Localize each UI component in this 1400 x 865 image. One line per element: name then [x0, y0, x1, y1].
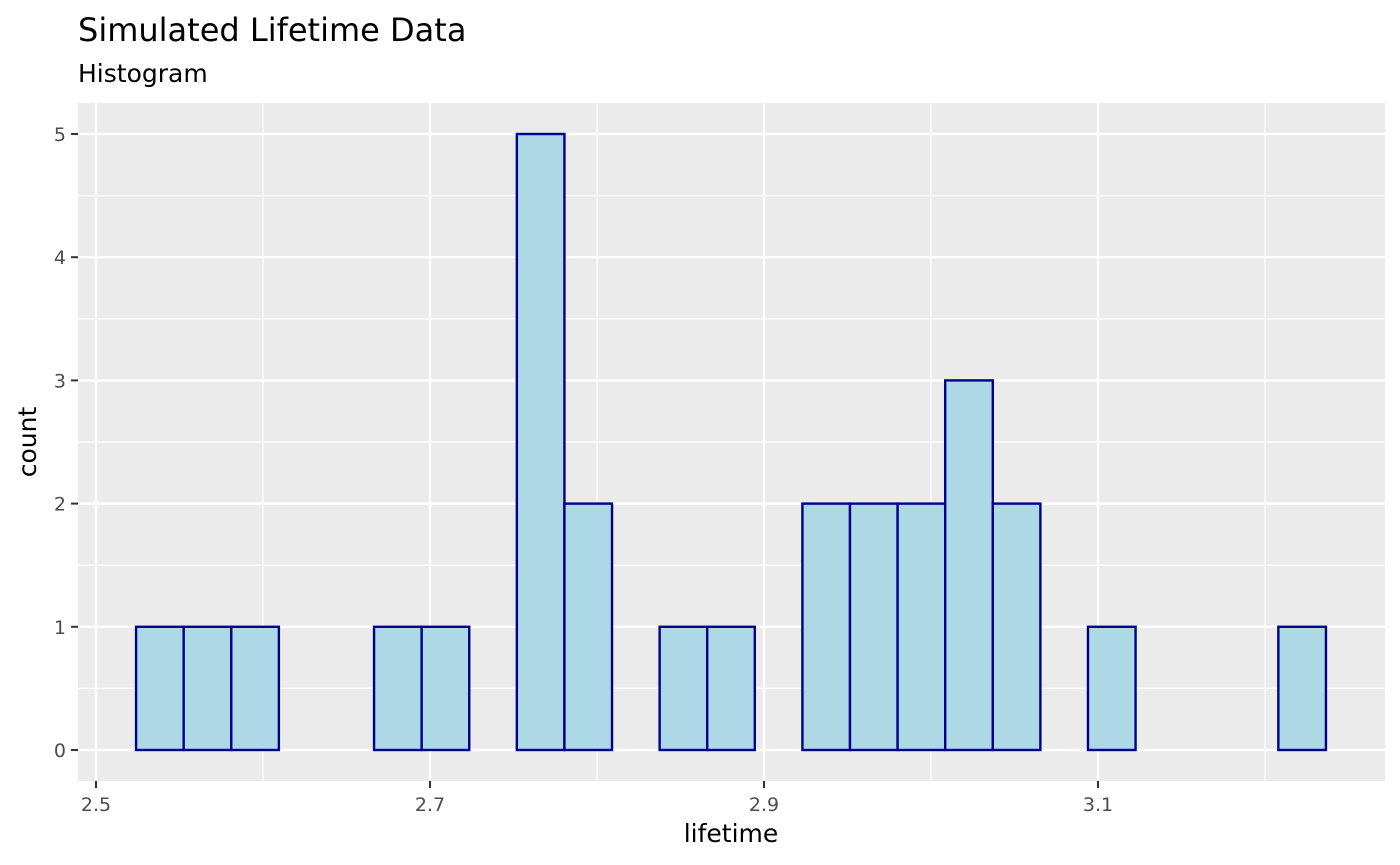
histogram-bar	[420, 625, 471, 752]
x-axis-title: lifetime	[684, 819, 779, 848]
y-tick-label: 4	[54, 247, 66, 269]
histogram-bar	[515, 132, 566, 752]
histogram-bar	[563, 502, 614, 752]
histogram-bar	[182, 625, 233, 752]
y-tick-label: 3	[54, 370, 66, 392]
histogram-bar	[658, 625, 709, 752]
histogram-bars	[134, 132, 1328, 752]
histogram-bar	[1086, 625, 1137, 752]
histogram-bar	[1277, 625, 1328, 752]
y-tick-label: 5	[54, 124, 66, 146]
minor-gridlines	[78, 103, 1385, 781]
x-tick-label: 2.7	[415, 794, 445, 816]
x-tick-label: 2.9	[749, 794, 779, 816]
y-axis: 0 1 2 3 4 5	[54, 124, 78, 762]
y-tick-label: 0	[54, 740, 66, 762]
y-tick-label: 1	[54, 617, 66, 639]
chart-title: Simulated Lifetime Data	[78, 11, 466, 49]
histogram-bar	[801, 502, 852, 752]
y-axis-title: count	[13, 407, 42, 478]
x-tick-label: 2.5	[81, 794, 111, 816]
histogram-bar	[848, 502, 899, 752]
histogram-bar	[134, 625, 185, 752]
histogram-bar	[706, 625, 757, 752]
y-tick-label: 2	[54, 494, 66, 516]
histogram-bar	[991, 502, 1042, 752]
histogram-bar	[372, 625, 423, 752]
histogram-bar	[896, 502, 947, 752]
histogram-bar	[230, 625, 281, 752]
x-tick-label: 3.1	[1083, 794, 1113, 816]
x-axis: 2.5 2.7 2.9 3.1	[81, 781, 1113, 816]
chart-subtitle: Histogram	[78, 59, 208, 88]
histogram-bar	[943, 379, 994, 752]
